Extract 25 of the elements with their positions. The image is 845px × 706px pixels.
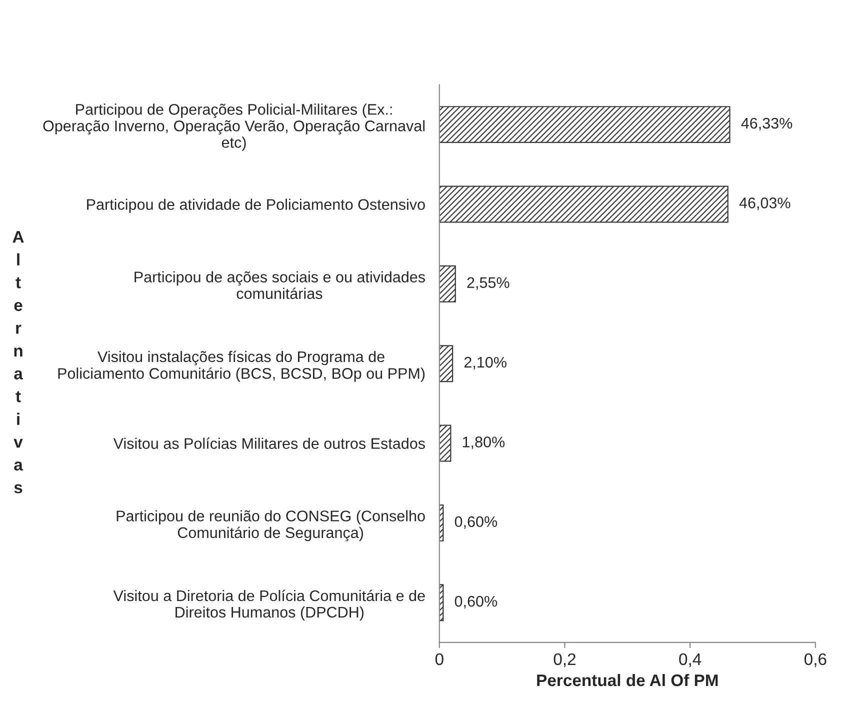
y-tick-label: Participou de ações sociais e ou atividades comunitárias bbox=[134, 271, 425, 299]
y-tick-label: Participou de reunião do CONSEG (Conselho Comunitário de Segurança) bbox=[116, 510, 425, 542]
bar bbox=[439, 186, 728, 223]
x-tick-label: 0,4 bbox=[679, 653, 702, 668]
y-tick-label: Visitou instalações físicas do Programa de Policiamento Comunitário (BCS, BCSD, BOp ou PPM) bbox=[58, 350, 425, 382]
y-tick-label: Participou de Operações Policial-Militares (Ex.: Operação Inverno, Operação Verão, Operação Carnaval etc) bbox=[43, 104, 425, 151]
data-label: 46,33% bbox=[741, 118, 792, 130]
data-label: 0,60% bbox=[454, 516, 498, 529]
x-tick-label: 0 bbox=[435, 653, 444, 666]
bar bbox=[439, 265, 456, 302]
bar bbox=[439, 345, 454, 382]
data-label: 2,55% bbox=[467, 277, 510, 290]
data-label: 2,10% bbox=[464, 356, 506, 370]
data-label: 0,60% bbox=[454, 596, 498, 609]
x-axis-title: Percentual de Al Of PM bbox=[537, 674, 718, 686]
data-label: 46,03% bbox=[739, 198, 790, 210]
bar bbox=[439, 424, 452, 462]
data-label: 1,80% bbox=[462, 436, 505, 450]
bar bbox=[439, 106, 730, 144]
text: Alternativas bbox=[12, 231, 24, 494]
y-tick-label: Visitou as Polícias Militares de outros Estados bbox=[113, 438, 425, 449]
y-tick-label: Participou de atividade de Policiamento Ostensivo bbox=[87, 198, 425, 213]
x-tick-label: 0,2 bbox=[554, 653, 576, 668]
y-tick-label: Visitou a Diretoria de Polícia Comunitária e de Direitos Humanos (DPCDH) bbox=[113, 590, 425, 621]
x-tick-label: 0,6 bbox=[804, 653, 826, 668]
